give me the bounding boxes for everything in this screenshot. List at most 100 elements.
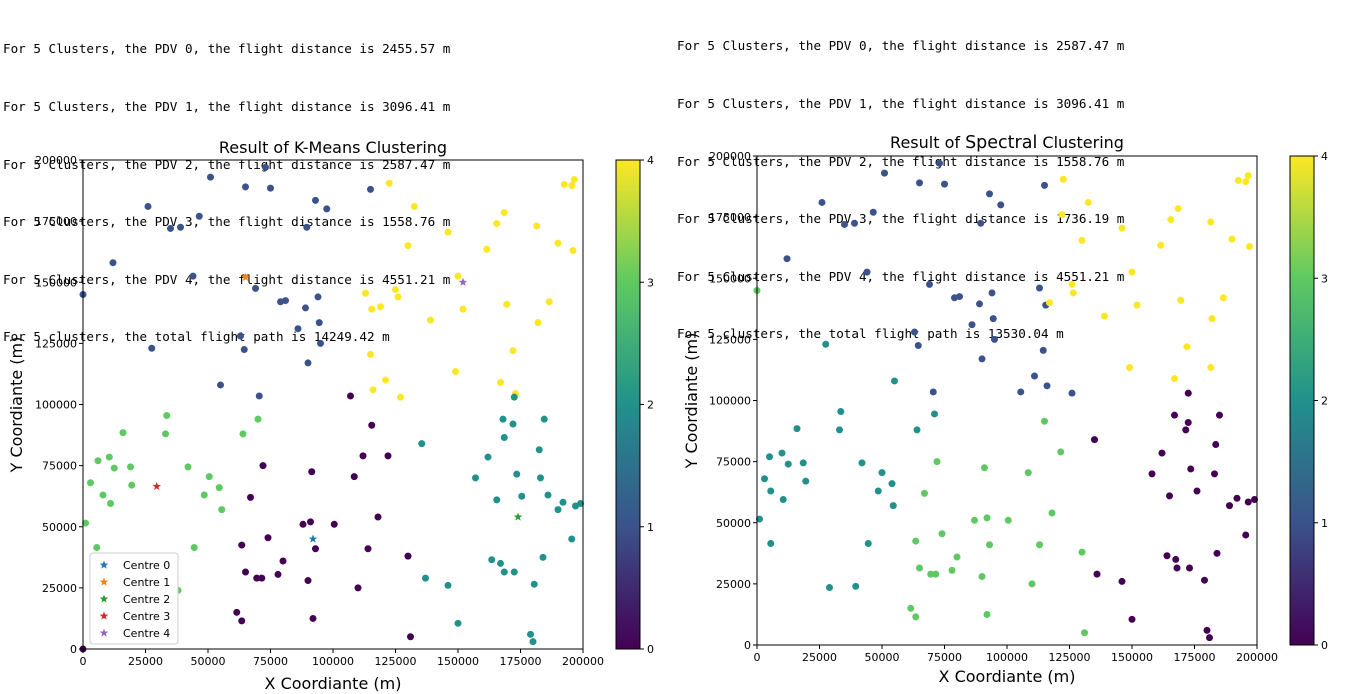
- data-point: [259, 462, 267, 470]
- data-point: [1171, 374, 1178, 382]
- data-point: [926, 280, 933, 288]
- data-point: [238, 617, 246, 625]
- data-point: [1233, 494, 1241, 502]
- data-point: [1211, 470, 1218, 478]
- data-point: [881, 169, 888, 177]
- data-point: [82, 519, 89, 527]
- data-point: [493, 496, 501, 504]
- data-point: [560, 180, 568, 188]
- data-point: [382, 376, 389, 384]
- data-point: [307, 518, 314, 526]
- data-point: [544, 491, 552, 499]
- data-point: [1041, 417, 1048, 425]
- data-point: [1166, 492, 1173, 500]
- data-point: [184, 463, 192, 471]
- data-point: [237, 332, 244, 340]
- data-point: [767, 487, 775, 495]
- x-tick-label: 50000: [865, 651, 900, 664]
- colorbar-tick-label: 0: [1321, 639, 1328, 652]
- data-point: [304, 359, 312, 367]
- data-point: [1101, 312, 1108, 320]
- log-line: For 5 Clusters, the PDV 3, the flight di…: [3, 214, 451, 230]
- legend-star-icon: [99, 577, 109, 586]
- data-point: [242, 568, 249, 576]
- data-point: [864, 540, 872, 548]
- legend-star-icon: [99, 560, 109, 569]
- data-point: [1036, 284, 1043, 292]
- centre-star-marker: [513, 512, 523, 521]
- data-point: [127, 463, 134, 471]
- data-point: [916, 564, 923, 572]
- data-point: [362, 289, 369, 297]
- y-tick-label: 200000: [709, 150, 751, 163]
- legend: Centre 0 Centre 1 Centre 2 Centre 3 Centre 4: [89, 552, 179, 645]
- data-point: [374, 513, 382, 521]
- data-point: [483, 245, 491, 253]
- y-tick-label: 0: [744, 639, 751, 652]
- data-point: [377, 303, 384, 311]
- data-point: [1193, 487, 1201, 495]
- data-point: [1203, 626, 1211, 634]
- data-point: [509, 347, 517, 355]
- data-point: [1228, 235, 1236, 243]
- data-point: [454, 619, 462, 627]
- data-point: [783, 255, 791, 263]
- data-point: [1244, 172, 1252, 180]
- legend-entry-label: Centre 4: [123, 627, 170, 640]
- data-point: [1182, 426, 1190, 434]
- data-point: [929, 388, 937, 396]
- x-tick-label: 175000: [500, 655, 542, 668]
- data-point: [1242, 531, 1250, 539]
- data-point: [500, 434, 508, 442]
- x-axis-label: X Coordiante (m): [939, 667, 1076, 686]
- kmeans-scatter-chart: Result of K-Means Clustering 0 25000 50000…: [7, 138, 654, 693]
- data-point: [1048, 509, 1056, 517]
- data-point: [913, 426, 921, 434]
- data-point: [452, 367, 459, 375]
- y-axis-ticks: 0 25000 50000 75000 100000 125000 150000 175000…: [709, 150, 757, 652]
- data-point: [410, 202, 418, 210]
- colorbar-tick-label: 4: [1321, 150, 1328, 163]
- data-point: [891, 377, 898, 385]
- data-point: [1163, 552, 1171, 560]
- data-point: [484, 453, 492, 461]
- data-point: [1173, 564, 1181, 572]
- data-point: [218, 506, 226, 514]
- data-point: [537, 474, 544, 482]
- data-point: [177, 223, 184, 231]
- data-point: [1068, 389, 1076, 397]
- data-point: [368, 305, 376, 313]
- data-point: [766, 453, 773, 461]
- data-point: [368, 421, 376, 429]
- data-point: [936, 159, 943, 167]
- data-point: [931, 410, 938, 418]
- x-axis-label: X Coordiante (m): [265, 674, 402, 693]
- x-tick-label: 200000: [1236, 651, 1278, 664]
- data-point: [510, 568, 518, 576]
- data-point: [568, 535, 576, 543]
- y-axis-label: Y Coordiante (m): [682, 333, 701, 470]
- data-point: [294, 325, 302, 333]
- legend-entry-label: Centre 3: [123, 610, 170, 623]
- data-point: [1078, 548, 1086, 556]
- legend-entry-label: Centre 0: [123, 559, 170, 572]
- data-point: [1219, 294, 1227, 302]
- data-point: [253, 574, 261, 582]
- data-point: [1246, 242, 1253, 250]
- data-point: [309, 614, 317, 622]
- legend-entry-label: Centre 1: [123, 576, 170, 589]
- x-tick-label: 50000: [191, 655, 226, 668]
- data-point: [1226, 502, 1233, 510]
- data-point: [312, 545, 319, 553]
- data-point: [927, 570, 935, 578]
- data-point: [988, 289, 996, 297]
- data-point: [93, 544, 101, 552]
- data-point: [968, 321, 976, 329]
- data-point: [207, 173, 214, 181]
- colorbar-tick-label: 2: [1321, 395, 1328, 408]
- log-line: For 5 Clusters, the PDV 0, the flight di…: [677, 38, 1125, 54]
- data-point: [1184, 389, 1192, 397]
- data-point: [1212, 441, 1220, 449]
- data-point: [977, 219, 985, 227]
- data-point: [200, 491, 208, 499]
